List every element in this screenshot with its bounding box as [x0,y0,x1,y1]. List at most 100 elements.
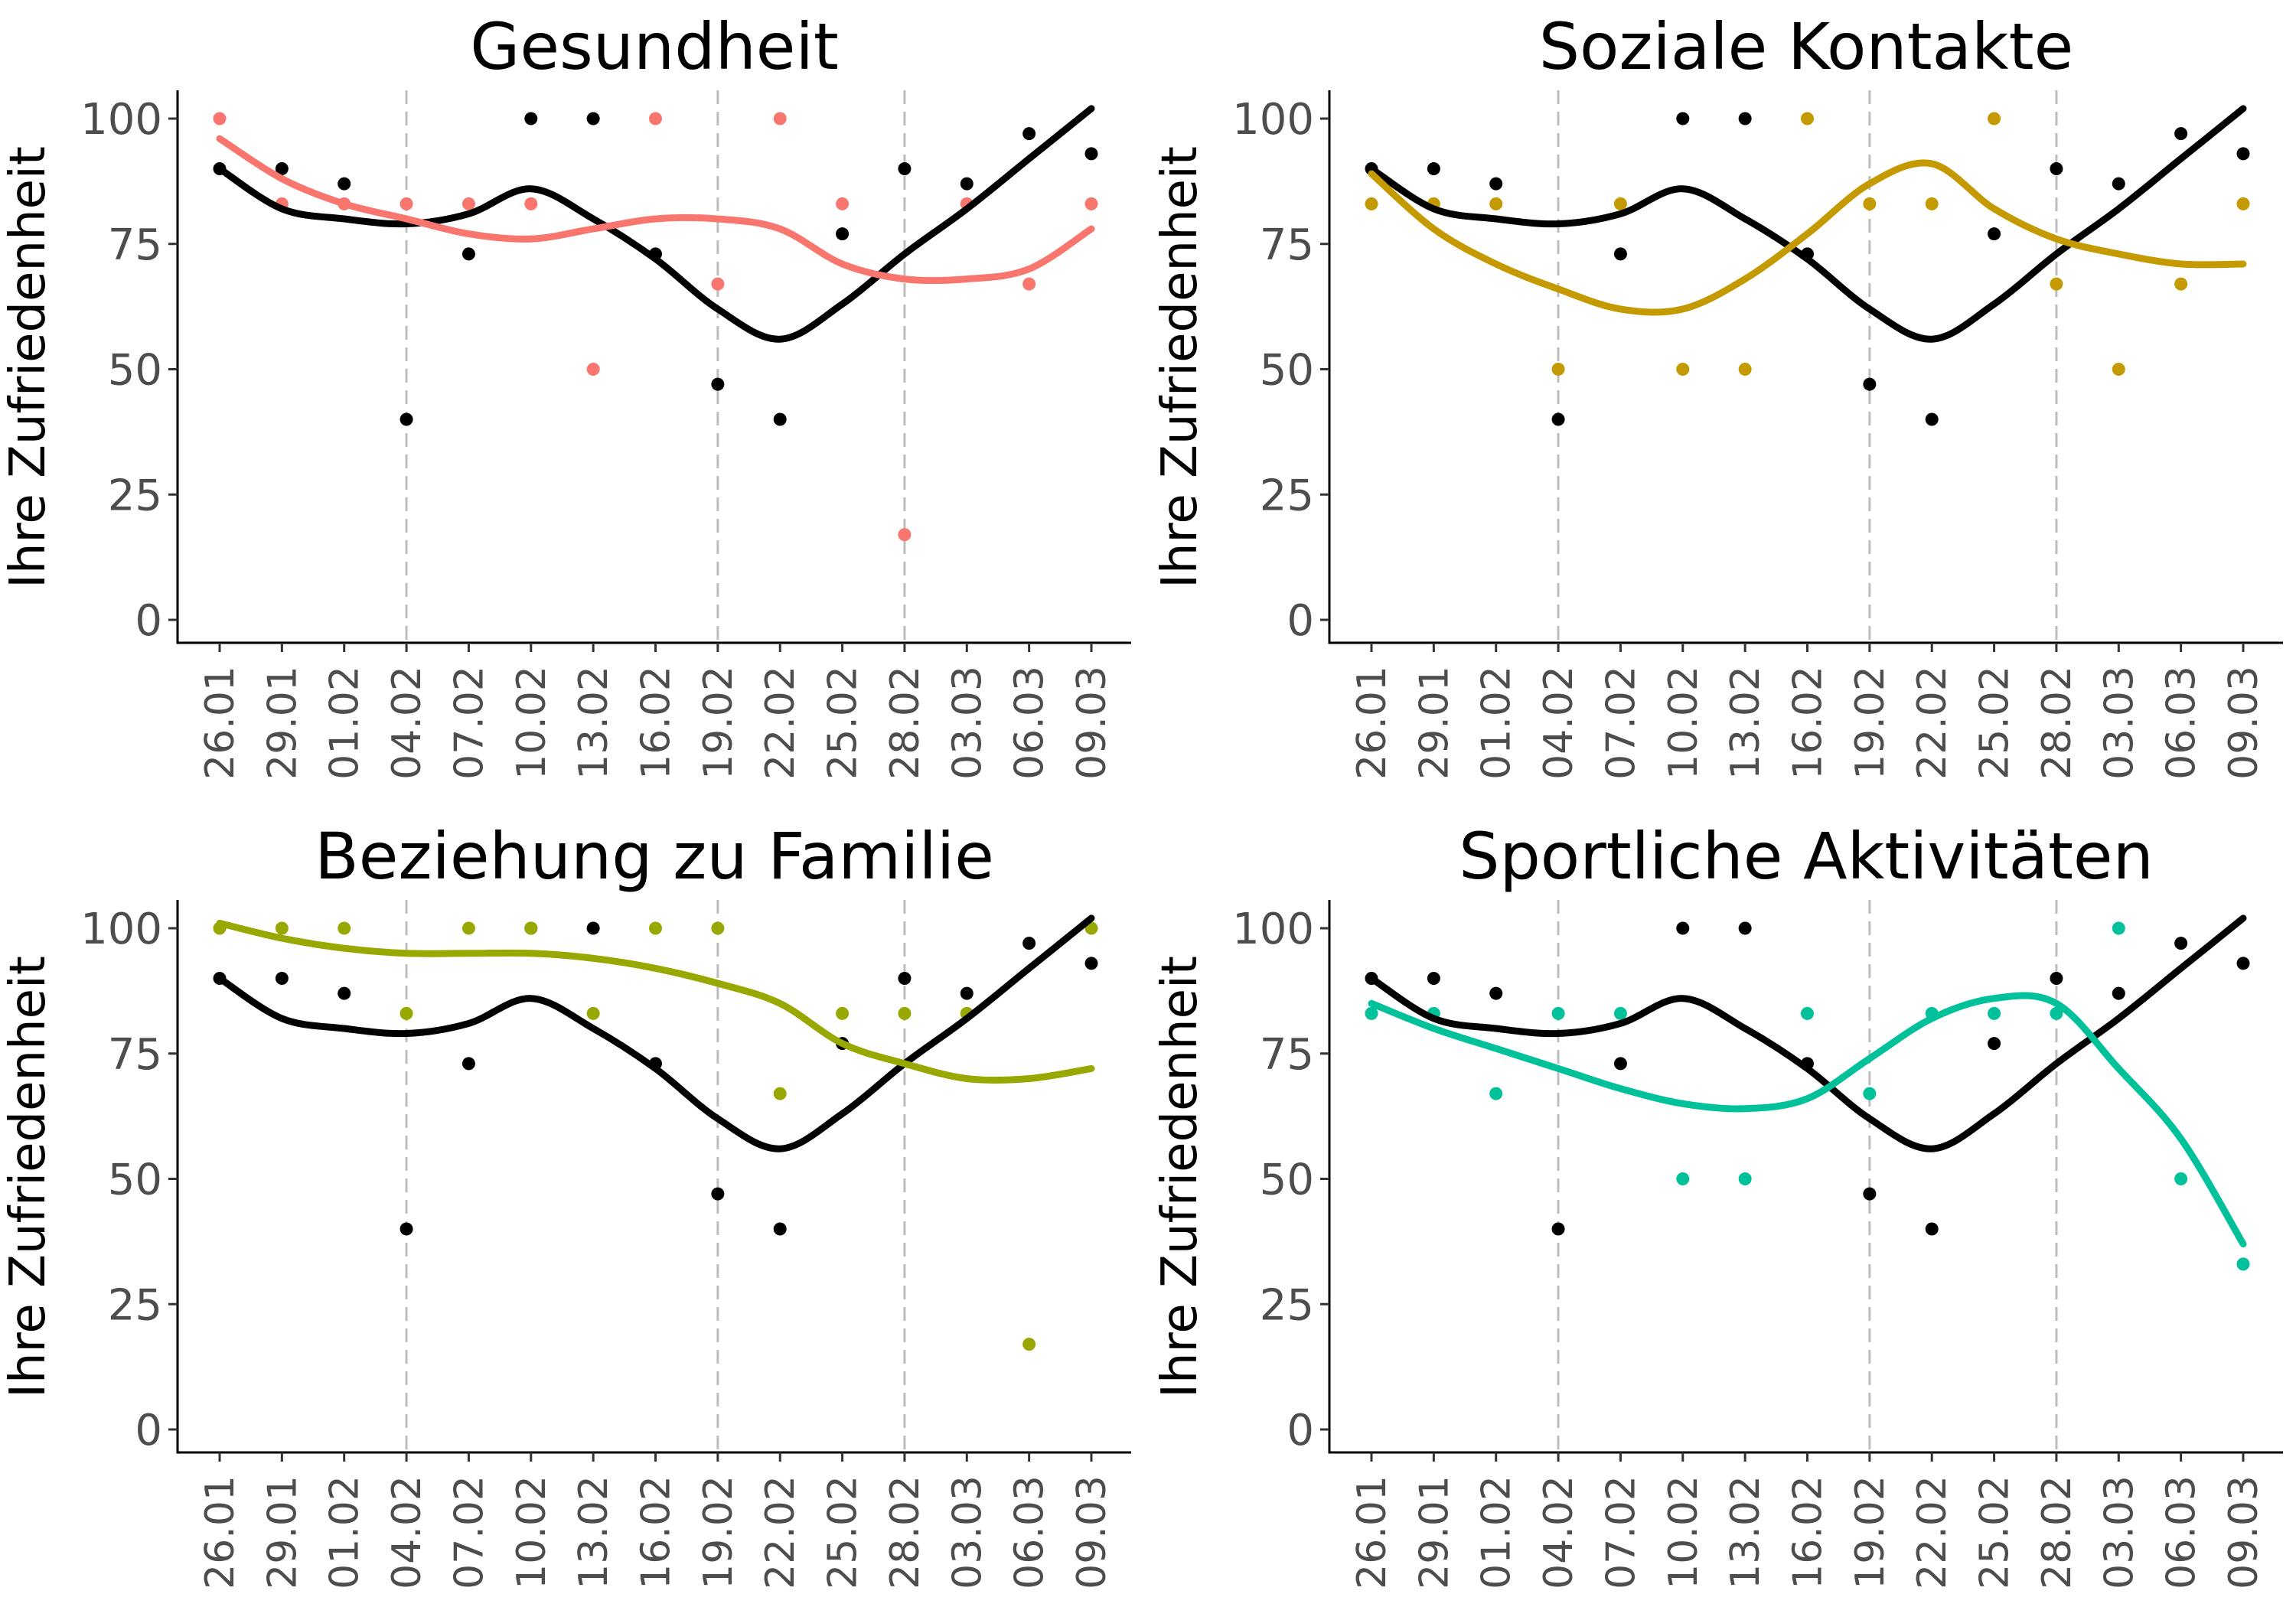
y-tick-label: 50 [108,1156,162,1205]
x-tick-label: 13.02 [571,666,617,780]
data-point-series1-28.02 [2050,162,2063,175]
data-point-series2-26.01 [1365,1006,1378,1020]
data-point-series2-25.02 [836,197,850,210]
data-point-series1-04.02 [1551,412,1565,426]
y-tick-label: 0 [135,596,162,646]
data-point-series2-16.02 [649,112,662,125]
y-tick-label: 50 [108,346,162,396]
data-point-series2-07.02 [1613,197,1627,210]
data-point-series1-09.03 [2236,147,2250,161]
x-tick-label: 06.03 [2159,666,2205,780]
trend-line-series1 [1368,914,2247,1152]
data-point-series1-06.03 [2174,127,2188,141]
data-point-series2-06.03 [2174,277,2188,291]
data-point-series2-10.02 [524,197,538,210]
data-point-series1-19.02 [1863,1187,1877,1201]
data-point-series1-22.02 [1925,1222,1939,1236]
y-axis-label: Ihre Zufriedenheit [0,146,57,588]
data-point-series1-04.02 [400,412,413,426]
data-point-series1-25.02 [836,227,850,241]
data-point-series2-10.02 [1676,1172,1690,1185]
x-tick-label: 07.02 [1598,1475,1644,1589]
y-tick-label: 75 [108,1030,162,1080]
x-tick-label: 04.02 [1536,1475,1582,1589]
data-point-series1-13.02 [1738,112,1752,125]
x-tick-label: 01.02 [322,666,368,780]
data-point-series2-06.03 [1022,1338,1036,1351]
y-tick-label: 75 [1260,220,1314,270]
data-point-series1-01.02 [1489,986,1503,1000]
trend-line-series2 [216,920,1095,1084]
data-point-series1-28.02 [898,972,912,985]
trend-line-series2 [1368,992,2247,1248]
x-tick-label: 04.02 [1536,666,1582,780]
x-tick-label: 09.03 [1069,666,1115,780]
data-point-series2-28.02 [2050,277,2063,291]
data-point-series2-29.01 [275,921,289,935]
data-point-series1-28.02 [2050,972,2063,985]
data-point-series1-07.02 [461,247,475,261]
x-tick-label: 03.03 [944,666,990,780]
data-point-series1-29.01 [1427,972,1440,985]
data-point-series1-03.03 [2112,177,2125,191]
data-point-series1-22.02 [1925,412,1939,426]
data-point-series2-22.02 [773,112,787,125]
x-tick-label: 29.01 [259,1475,305,1589]
x-tick-label: 09.03 [1069,1475,1115,1589]
data-point-series2-03.03 [2112,363,2125,376]
x-tick-label: 26.01 [197,666,243,780]
x-tick-label: 22.02 [1910,666,1955,780]
x-tick-label: 07.02 [446,1475,492,1589]
y-tick-label: 50 [1260,1156,1314,1205]
x-tick-label: 09.03 [2221,1475,2267,1589]
chart-title: Soziale Kontakte [1539,9,2074,84]
data-point-series2-13.02 [586,1006,600,1020]
x-tick-label: 25.02 [1972,1475,2018,1589]
data-point-series1-22.02 [773,1222,787,1236]
data-point-series1-10.02 [524,112,538,125]
data-point-series2-13.02 [1738,363,1752,376]
x-tick-label: 13.02 [1723,1475,1769,1589]
data-point-series2-19.02 [711,921,725,935]
data-point-series2-04.02 [400,197,413,210]
x-tick-label: 19.02 [696,666,742,780]
x-tick-label: 28.02 [882,1475,928,1589]
x-tick-label: 13.02 [1723,666,1769,780]
x-tick-label: 03.03 [2096,1475,2142,1589]
trend-line-series1 [216,914,1095,1152]
y-tick-label: 25 [108,471,162,520]
data-point-series2-01.02 [1489,197,1503,210]
data-point-series2-10.02 [1676,363,1690,376]
data-point-series1-03.03 [2112,986,2125,1000]
data-point-series1-13.02 [586,921,600,935]
x-tick-label: 28.02 [2034,666,2080,780]
chart-panel-2: Soziale Kontakte Ihre Zufriedenheit 0 25 50 7… [1152,9,2283,780]
x-tick-label: 26.01 [197,1475,243,1589]
x-tick-label: 07.02 [446,666,492,780]
data-point-series1-25.02 [1988,227,2001,241]
data-point-series2-07.02 [461,921,475,935]
data-point-series2-28.02 [898,528,912,542]
y-tick-label: 100 [80,95,162,145]
y-tick-label: 25 [1260,1280,1314,1330]
x-tick-label: 10.02 [509,666,555,780]
data-point-series2-03.03 [2112,921,2125,935]
x-tick-label: 29.01 [259,666,305,780]
data-point-series2-06.03 [2174,1172,2188,1185]
x-tick-label: 28.02 [882,666,928,780]
data-point-series2-19.02 [711,277,725,291]
data-point-series1-19.02 [711,1187,725,1201]
data-point-series2-26.01 [213,112,227,125]
trend-line-series1 [1368,105,2247,343]
x-tick-label: 25.02 [820,666,866,780]
data-point-series1-10.02 [1676,112,1690,125]
x-tick-label: 03.03 [2096,666,2142,780]
x-tick-label: 16.02 [1786,1475,1831,1589]
data-point-series2-28.02 [2050,1006,2063,1020]
data-point-series2-19.02 [1863,1087,1877,1100]
data-point-series1-29.01 [1427,162,1440,175]
data-point-series2-16.02 [649,921,662,935]
x-tick-label: 26.01 [1349,666,1395,780]
x-tick-label: 29.01 [1411,1475,1457,1589]
data-point-series2-25.02 [836,1006,850,1020]
